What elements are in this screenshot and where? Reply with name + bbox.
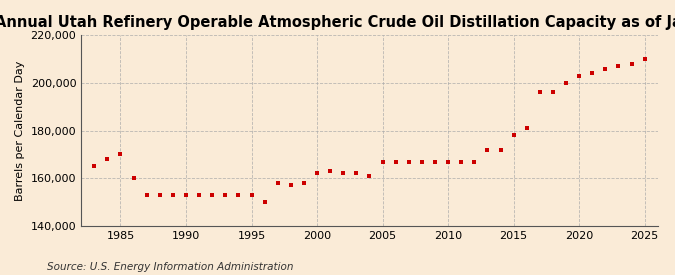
Point: [508, 133, 519, 138]
Title: Annual Utah Refinery Operable Atmospheric Crude Oil Distillation Capacity as of : Annual Utah Refinery Operable Atmospheri…: [0, 15, 675, 30]
Point: [416, 160, 427, 164]
Point: [613, 64, 624, 68]
Point: [390, 160, 401, 164]
Y-axis label: Barrels per Calendar Day: Barrels per Calendar Day: [15, 60, 25, 201]
Point: [429, 160, 440, 164]
Point: [155, 193, 165, 197]
Point: [141, 193, 152, 197]
Point: [482, 147, 493, 152]
Point: [561, 81, 572, 85]
Point: [259, 200, 270, 204]
Point: [220, 193, 231, 197]
Point: [456, 160, 466, 164]
Point: [443, 160, 454, 164]
Point: [325, 169, 335, 173]
Point: [626, 62, 637, 66]
Point: [495, 147, 506, 152]
Point: [364, 174, 375, 178]
Point: [377, 160, 388, 164]
Point: [535, 90, 545, 95]
Point: [286, 183, 296, 188]
Point: [521, 126, 532, 130]
Point: [233, 193, 244, 197]
Point: [574, 74, 585, 78]
Point: [298, 181, 309, 185]
Point: [351, 171, 362, 176]
Point: [102, 157, 113, 161]
Point: [312, 171, 323, 176]
Point: [547, 90, 558, 95]
Point: [89, 164, 100, 169]
Point: [404, 160, 414, 164]
Point: [469, 160, 480, 164]
Point: [246, 193, 257, 197]
Point: [272, 181, 283, 185]
Point: [115, 152, 126, 157]
Point: [587, 71, 597, 76]
Text: Source: U.S. Energy Information Administration: Source: U.S. Energy Information Administ…: [47, 262, 294, 272]
Point: [181, 193, 192, 197]
Point: [194, 193, 205, 197]
Point: [338, 171, 349, 176]
Point: [128, 176, 139, 180]
Point: [167, 193, 178, 197]
Point: [600, 67, 611, 71]
Point: [207, 193, 217, 197]
Point: [639, 57, 650, 61]
